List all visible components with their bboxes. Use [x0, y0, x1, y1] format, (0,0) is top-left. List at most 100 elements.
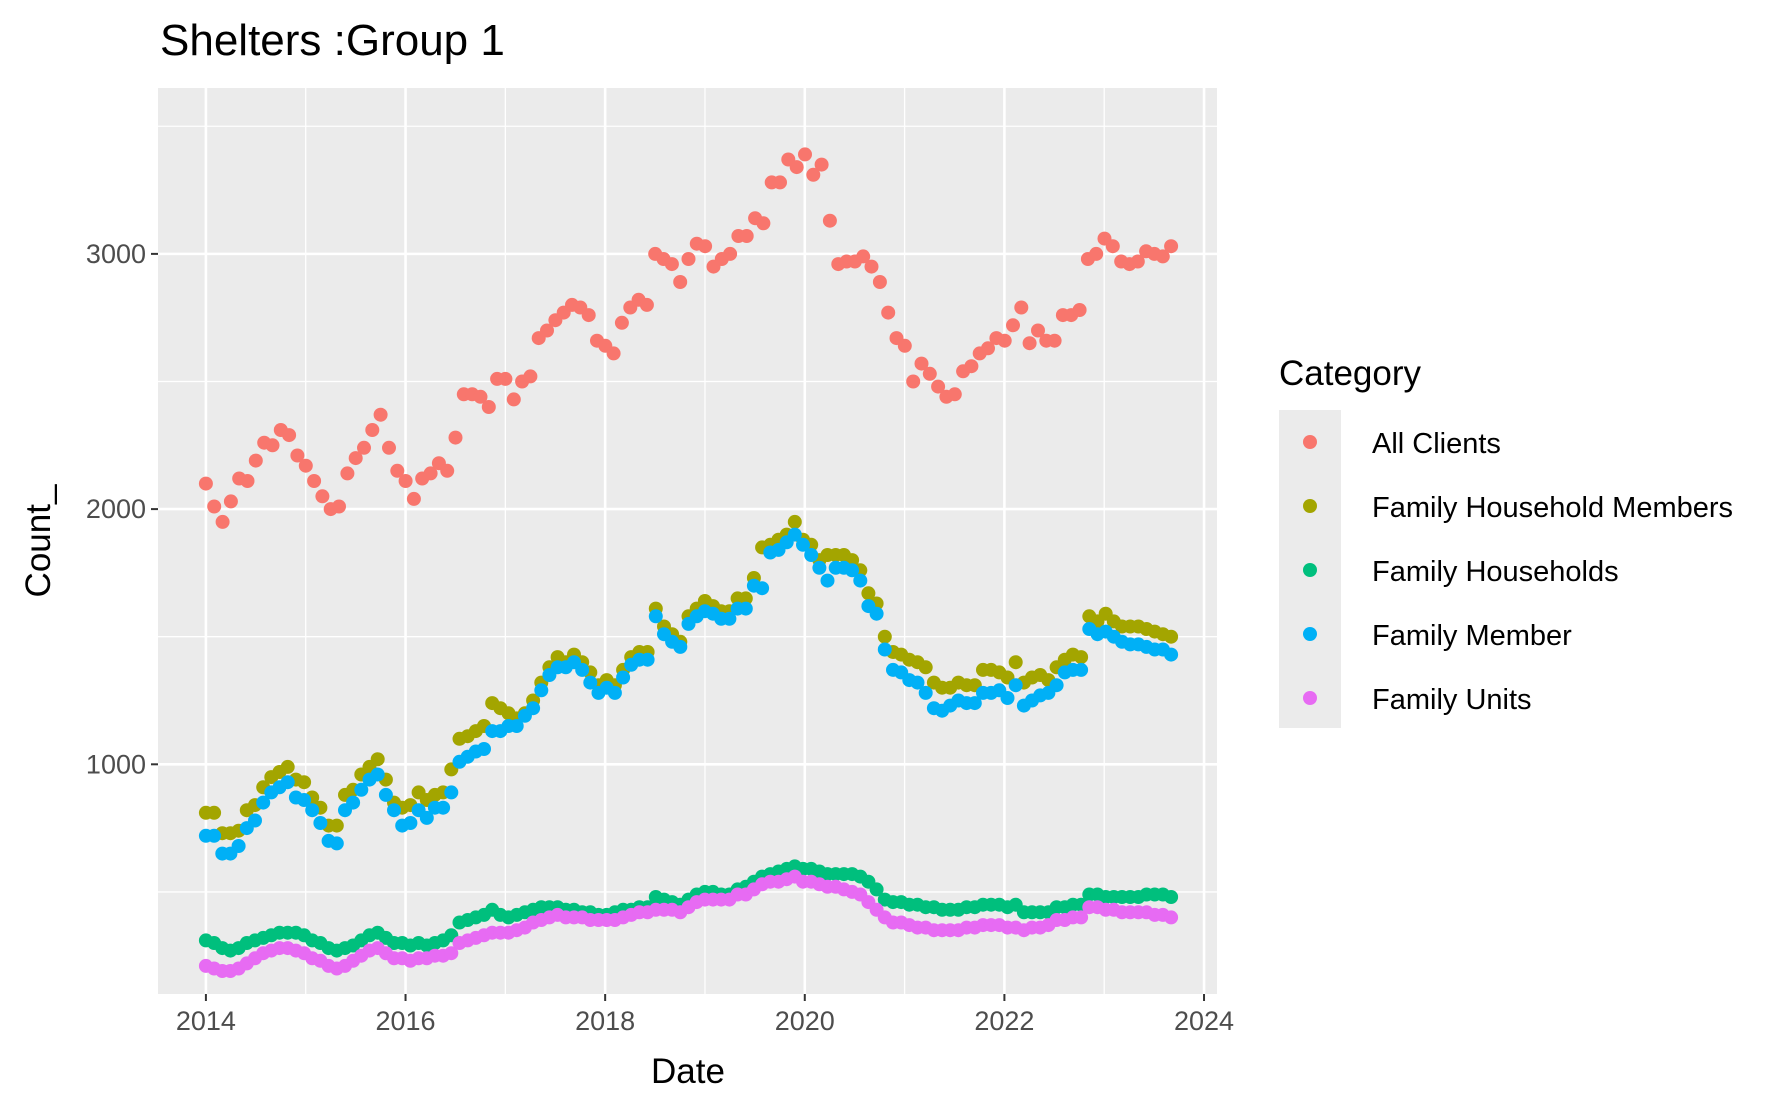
data-point	[1130, 254, 1145, 269]
data-point	[856, 249, 871, 264]
data-point	[481, 400, 496, 414]
legend-label: Family Member	[1372, 620, 1572, 652]
data-point	[1014, 300, 1029, 315]
data-point	[1008, 655, 1023, 670]
data-point	[773, 175, 787, 190]
data-point	[1072, 303, 1087, 317]
y-tick-label: 2000	[86, 494, 146, 524]
legend: Category All Clients Family Household Mem…	[1279, 354, 1733, 728]
data-point	[406, 491, 421, 506]
x-tick-label: 2014	[176, 1006, 236, 1036]
data-point	[354, 782, 369, 797]
data-point	[348, 451, 363, 466]
data-point	[756, 216, 771, 231]
data-point	[1105, 239, 1120, 254]
data-point	[248, 453, 263, 468]
data-point	[440, 463, 455, 478]
data-point	[789, 160, 804, 175]
data-point	[1008, 678, 1023, 693]
data-point	[448, 430, 463, 445]
data-point	[1022, 336, 1037, 351]
data-point	[1155, 249, 1170, 264]
data-point	[509, 719, 524, 733]
data-point	[370, 767, 385, 782]
data-point	[872, 275, 887, 289]
y-axis-label: Count_	[19, 484, 58, 597]
legend-label: Family Units	[1372, 684, 1532, 716]
series-family-units	[198, 869, 1179, 978]
data-point	[1000, 691, 1015, 705]
chart-title: Shelters :Group 1	[160, 16, 505, 65]
legend-key-dot	[1303, 435, 1317, 449]
data-point	[305, 803, 320, 818]
data-point	[540, 323, 554, 338]
data-point	[804, 548, 819, 562]
data-point	[1074, 650, 1089, 665]
data-point	[357, 440, 371, 455]
data-point	[423, 466, 438, 481]
data-point	[639, 297, 654, 312]
data-point	[403, 816, 418, 830]
legend-label: Family Households	[1372, 556, 1619, 588]
data-point	[869, 606, 884, 621]
x-tick-label: 2018	[575, 1006, 635, 1036]
data-point	[964, 359, 979, 374]
data-point	[526, 701, 541, 716]
y-tick-label: 3000	[86, 239, 146, 269]
data-point	[1047, 333, 1062, 348]
data-point	[444, 946, 459, 961]
data-point	[1074, 910, 1089, 925]
x-tick-label: 2022	[974, 1006, 1034, 1036]
data-point	[506, 392, 521, 407]
data-point	[1089, 246, 1104, 261]
data-point	[897, 338, 912, 353]
data-point	[223, 494, 238, 509]
data-point	[280, 759, 295, 774]
plot-panel	[158, 88, 1217, 994]
data-point	[231, 839, 246, 853]
data-point	[861, 586, 876, 601]
data-point	[931, 379, 946, 394]
data-point	[1164, 890, 1179, 904]
data-point	[583, 675, 598, 690]
data-point	[1164, 239, 1179, 254]
data-point	[1031, 323, 1045, 338]
data-point	[340, 466, 355, 481]
data-point	[398, 474, 413, 488]
x-axis-label: Date	[651, 1052, 725, 1091]
legend-key-dot	[1303, 691, 1317, 705]
data-point	[869, 882, 884, 897]
data-point	[616, 670, 631, 685]
data-point	[918, 660, 933, 675]
data-point	[681, 252, 696, 266]
data-point	[498, 371, 513, 386]
data-point	[477, 742, 491, 756]
data-point	[698, 239, 713, 254]
legend-title: Category	[1279, 354, 1422, 393]
data-point	[607, 685, 622, 700]
x-tick-label: 2016	[375, 1006, 435, 1036]
data-point	[298, 458, 313, 473]
data-point	[822, 213, 837, 228]
data-point	[248, 813, 262, 828]
data-point	[378, 787, 393, 802]
data-point	[390, 463, 405, 478]
data-point	[738, 601, 753, 616]
data-point	[981, 341, 995, 356]
data-point	[307, 474, 322, 488]
data-point	[207, 805, 222, 820]
data-point	[1164, 647, 1179, 662]
data-point	[947, 387, 962, 402]
data-point	[329, 836, 344, 851]
data-point	[820, 573, 835, 588]
data-point	[581, 308, 596, 323]
data-point	[329, 818, 344, 833]
data-point	[997, 333, 1012, 348]
data-point	[207, 828, 222, 843]
data-point	[640, 652, 655, 667]
data-point	[910, 675, 925, 690]
data-point	[1006, 318, 1020, 333]
data-point	[575, 662, 590, 677]
data-point	[387, 803, 401, 818]
x-tick-label: 2024	[1174, 1006, 1234, 1036]
